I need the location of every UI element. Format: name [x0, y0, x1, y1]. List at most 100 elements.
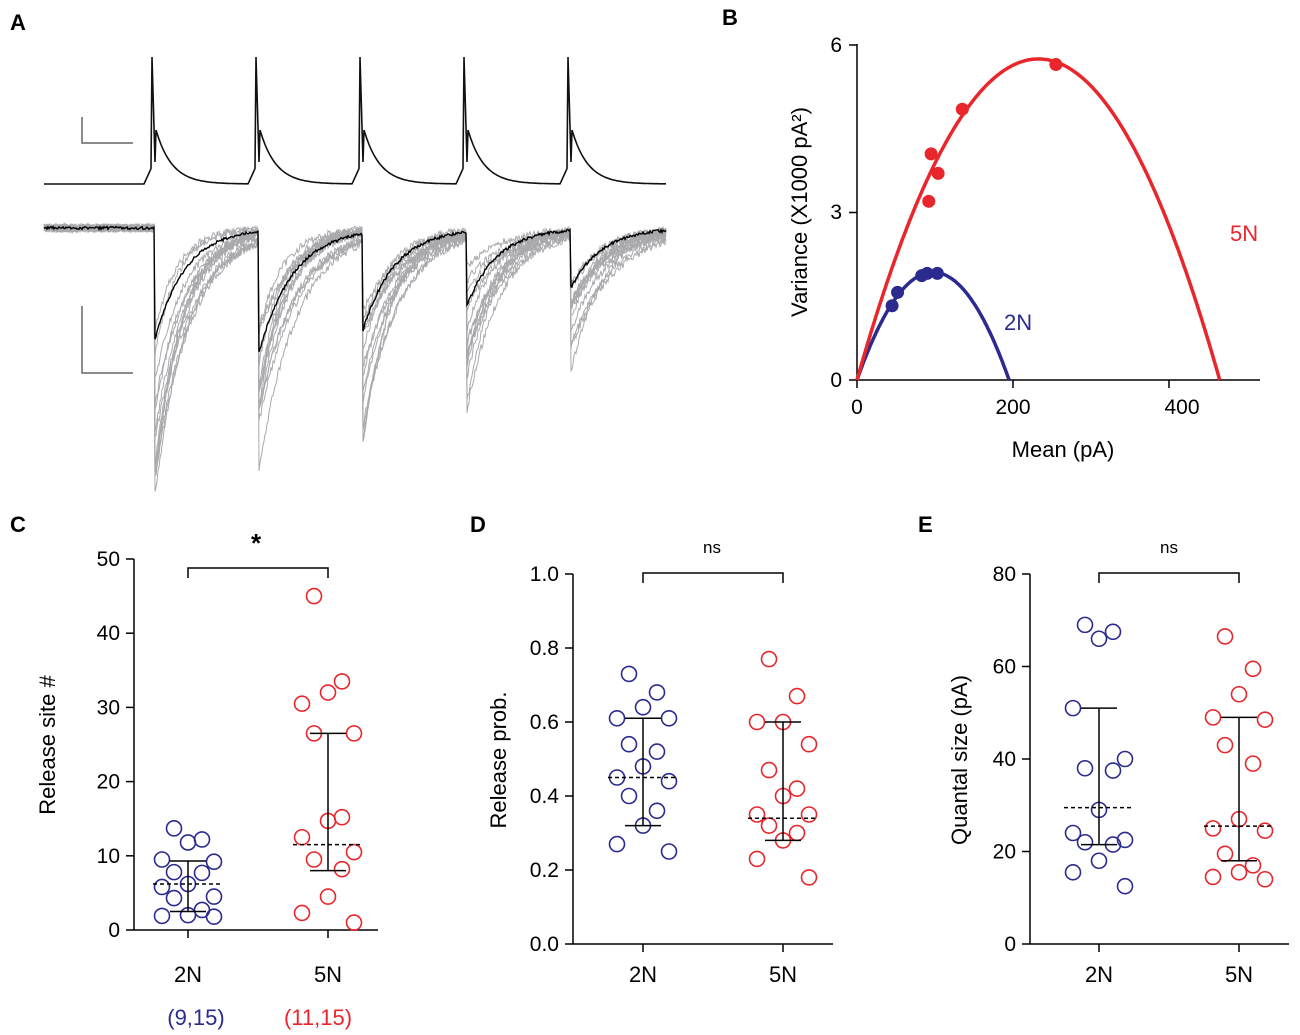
data-point: [153, 851, 171, 868]
data-point: [760, 817, 778, 834]
data-point: [205, 853, 223, 871]
data-point: [1230, 864, 1248, 881]
b-point-2n: [885, 299, 899, 313]
data-point: [319, 888, 337, 905]
e-y-axis-label: Quantal size (pA): [947, 675, 972, 845]
data-point: [1090, 852, 1108, 870]
epsc-trace: [43, 222, 667, 410]
ytick-label: 60: [993, 656, 1016, 679]
c-sublabel-5n: (11,15): [284, 1005, 352, 1030]
epsc-trace: [43, 222, 667, 473]
data-point: [205, 888, 223, 905]
c-xtick-5n: 5N: [314, 962, 342, 987]
data-point: [1216, 736, 1234, 754]
b-xtick-200: 200: [995, 396, 1030, 419]
data-point: [1116, 750, 1134, 768]
c-xtick-2n: 2N: [174, 962, 202, 987]
b-label-5n: 5N: [1230, 221, 1258, 246]
ytick-label: 0.4: [530, 785, 560, 808]
data-point: [1064, 824, 1082, 842]
data-point: [1116, 877, 1134, 895]
d-significance: ns: [703, 538, 721, 557]
ytick-label: 0: [108, 919, 120, 942]
data-point: [788, 824, 806, 842]
data-point: [608, 835, 626, 853]
b-point-5n: [931, 166, 945, 180]
data-point: [179, 834, 197, 851]
scale-bar-bottom: [81, 306, 133, 374]
ytick-label: 30: [97, 696, 120, 719]
data-point: [634, 698, 652, 716]
data-point: [1076, 833, 1094, 851]
b-point-2n: [891, 285, 905, 299]
data-point: [1216, 845, 1234, 863]
c-sublabel-2n: (9,15): [167, 1005, 224, 1030]
ytick-label: 0: [1004, 933, 1016, 956]
data-point: [660, 772, 678, 790]
panel-c-release-sites: Release site # 2N 5N (9,15) (11,15) * 0 1…: [35, 528, 378, 1030]
e-xtick-5n: 5N: [1225, 962, 1253, 987]
ytick-label: 80: [993, 563, 1016, 586]
action-potential-trace: [44, 56, 666, 185]
data-point: [345, 725, 363, 742]
b-point-2n: [920, 266, 934, 280]
epsc-average-line: [43, 224, 667, 353]
e-xtick-2n: 2N: [1085, 962, 1113, 987]
b-fit-5n: [855, 57, 1222, 381]
data-point: [319, 684, 337, 701]
data-point: [345, 914, 363, 931]
epsc-trace: [43, 222, 667, 475]
ytick-label: 40: [97, 622, 120, 645]
epsc-trace: [43, 222, 667, 437]
data-point: [1076, 616, 1094, 634]
data-point: [293, 904, 311, 922]
panel-b-mean-variance: 200 0 400 0 3 6 Mean (pA) Variance (X100…: [787, 34, 1260, 462]
ytick-label: 0.2: [530, 859, 559, 882]
b-plot-area: [849, 44, 1222, 388]
data-point: [1244, 755, 1262, 772]
data-point: [165, 863, 183, 881]
data-point: [1116, 831, 1134, 849]
epsc-trace: [43, 223, 667, 476]
data-point: [748, 806, 766, 823]
data-point: [660, 709, 678, 727]
data-point: [1204, 868, 1222, 886]
panel-label-d: D: [470, 512, 486, 537]
scale-bar-top: [81, 117, 133, 144]
data-point: [333, 860, 351, 878]
epsc-trace: [43, 222, 667, 476]
significance-bracket: [1098, 572, 1240, 583]
data-point: [788, 687, 806, 705]
b-xtick-0: 0: [851, 396, 863, 419]
data-point: [1064, 699, 1082, 717]
c-y-axis-label: Release site #: [35, 675, 60, 815]
data-point: [153, 878, 171, 896]
data-point: [648, 743, 666, 760]
data-point: [1090, 630, 1108, 648]
data-point: [293, 828, 311, 846]
b-point-5n: [924, 147, 938, 161]
panel-label-b: B: [722, 5, 738, 30]
b-point-5n: [955, 102, 969, 116]
data-point: [165, 820, 183, 837]
epsc-average-trace: [43, 224, 667, 353]
data-point: [1244, 660, 1262, 678]
ytick-label: 20: [993, 841, 1016, 864]
c-plot-area: 0 10 20 30 40 50: [97, 548, 378, 942]
panel-a-traces: [43, 56, 667, 492]
data-point: [293, 695, 311, 712]
data-point: [1244, 857, 1262, 874]
data-point: [660, 843, 678, 860]
data-point: [800, 735, 818, 753]
ap-line: [44, 56, 666, 185]
b-ytick-3: 3: [830, 201, 842, 224]
data-point: [800, 806, 818, 823]
b-point-5n: [922, 194, 936, 208]
data-point: [165, 889, 183, 907]
significance-bracket: [187, 567, 329, 578]
e-significance: ns: [1160, 538, 1178, 557]
ytick-label: 1.0: [530, 563, 559, 586]
b-xtick-400: 400: [1164, 396, 1199, 419]
panel-label-a: A: [10, 10, 26, 35]
